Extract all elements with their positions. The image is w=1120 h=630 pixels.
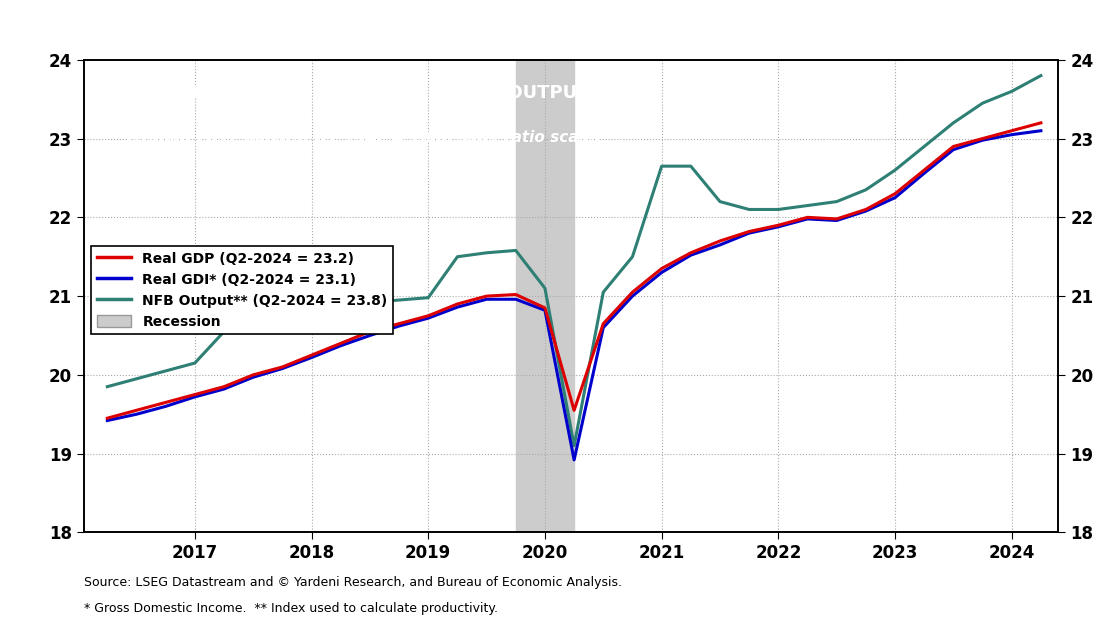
Legend: Real GDP (Q2-2024 = 23.2), Real GDI* (Q2-2024 = 23.1), NFB Output** (Q2-2024 = 2: Real GDP (Q2-2024 = 23.2), Real GDI* (Q2… <box>91 246 393 335</box>
Text: (trillion 2017 dollars, Q1-1947 = 1.00, saar, ratio scale): (trillion 2017 dollars, Q1-1947 = 1.00, … <box>127 129 601 144</box>
Text: * Gross Domestic Income.  ** Index used to calculate productivity.: * Gross Domestic Income. ** Index used t… <box>84 602 498 615</box>
Text: REAL GDP VS REAL GDI* VS REAL NFB OUTPUT**: REAL GDP VS REAL GDI* VS REAL NFB OUTPUT… <box>120 84 608 102</box>
Text: Source: LSEG Datastream and © Yardeni Research, and Bureau of Economic Analysis.: Source: LSEG Datastream and © Yardeni Re… <box>84 576 622 590</box>
Bar <box>516 60 575 532</box>
